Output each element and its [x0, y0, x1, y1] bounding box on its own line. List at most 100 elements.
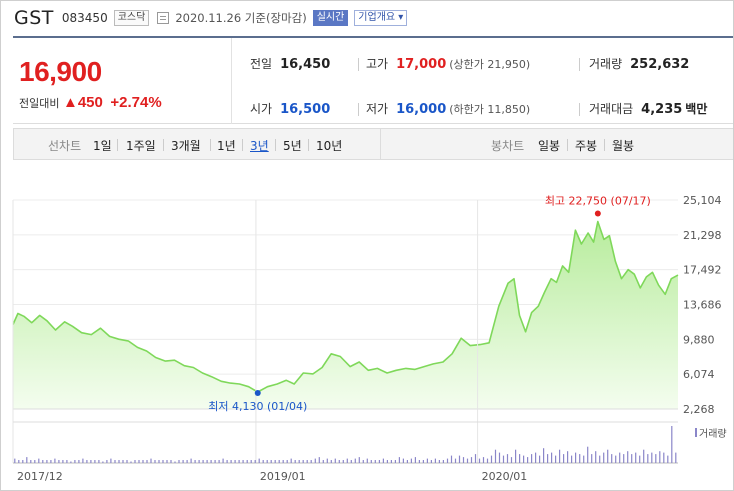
divider: [380, 129, 381, 159]
volume-bar: [82, 458, 84, 463]
stat-value: 252,632: [630, 57, 690, 72]
volume-bar: [210, 460, 212, 463]
min-marker: [254, 389, 261, 396]
candle-chart-label: 봉차트: [491, 139, 525, 153]
change-percent: +2.74%: [110, 94, 162, 111]
divider: [579, 58, 580, 71]
volume-bar: [667, 455, 669, 463]
upper-limit: (상한가 21,950): [449, 58, 531, 71]
volume-bar: [418, 460, 420, 463]
tab-5y[interactable]: 5년: [283, 139, 302, 153]
volume-bar: [222, 458, 224, 463]
stock-header: GST 083450 코스닥 2020.11.26 기준(장마감) 실시간 기업…: [14, 6, 408, 30]
volume-bar: [406, 460, 408, 463]
volume-legend-label: 거래량: [699, 428, 727, 440]
volume-bar: [619, 452, 621, 463]
tab-10y[interactable]: 10년: [316, 139, 343, 153]
volume-bar: [426, 458, 428, 463]
volume-bar: [118, 460, 120, 463]
volume-bar: [294, 460, 296, 463]
volume-bar: [390, 460, 392, 463]
tab-weekly[interactable]: 주봉: [575, 139, 598, 153]
volume-bar: [302, 460, 304, 463]
volume-bar: [198, 460, 200, 463]
stat-label: 저가: [366, 102, 389, 116]
volume-bar: [462, 457, 465, 463]
stat-label: 전일: [250, 57, 273, 71]
realtime-button[interactable]: 실시간: [312, 10, 349, 26]
volume-bar: [382, 458, 384, 463]
volume-bar: [262, 460, 264, 463]
volume-bar: [555, 455, 557, 463]
volume-bar: [70, 461, 72, 463]
tab-3m[interactable]: 3개월: [171, 139, 201, 153]
volume-bar: [286, 460, 288, 463]
volume-bar: [651, 452, 653, 463]
volume-bar: [314, 458, 316, 463]
divider: [358, 103, 359, 116]
max-label: 최고 22,750 (07/17): [545, 195, 651, 208]
calendar-icon: [157, 12, 170, 24]
volume-bar: [470, 457, 473, 463]
volume-bar: [474, 454, 477, 463]
volume-bar: [647, 454, 649, 463]
volume-bar: [338, 460, 340, 463]
tab-3y[interactable]: 3년: [250, 139, 269, 153]
base-date: 2020.11.26 기준(장마감): [175, 11, 307, 25]
stat-low: 저가 16,000 (하한가 11,850): [366, 100, 530, 117]
y-tick-label: 13,686: [683, 299, 722, 312]
tab-daily[interactable]: 일봉: [538, 139, 561, 153]
volume-bar: [182, 460, 184, 463]
volume-bar: [322, 460, 324, 463]
volume-bar: [38, 458, 40, 463]
volume-bar: [298, 460, 300, 463]
volume-bar: [246, 460, 248, 463]
volume-bar: [635, 452, 637, 463]
volume-bar: [623, 454, 625, 463]
tab-1w[interactable]: 1주일: [126, 139, 156, 153]
volume-bar: [539, 455, 541, 463]
divider: [163, 139, 164, 151]
volume-bar: [58, 460, 60, 463]
volume-bar: [410, 458, 412, 463]
y-tick-label: 6,074: [683, 368, 715, 381]
volume-bar: [567, 451, 569, 463]
x-tick-label: 2019/01: [260, 470, 306, 483]
company-info-dropdown[interactable]: 기업개요 ▾: [354, 10, 408, 26]
volume-bar: [242, 460, 244, 463]
volume-bar: [631, 454, 633, 463]
volume-bar: [551, 452, 553, 463]
volume-bar: [615, 455, 617, 463]
stat-volume: 거래량 252,632: [589, 55, 689, 72]
volume-bar: [442, 460, 444, 463]
volume-bar: [370, 460, 372, 463]
y-tick-label: 25,104: [683, 194, 722, 207]
volume-bar: [458, 455, 461, 463]
tab-1d[interactable]: 1일: [93, 139, 112, 153]
volume-bar: [502, 455, 505, 463]
volume-bar: [571, 455, 573, 463]
volume-bar: [90, 460, 92, 463]
volume-bar: [659, 451, 661, 463]
volume-bar: [506, 454, 509, 463]
volume-bar: [422, 460, 424, 463]
tab-1y[interactable]: 1년: [217, 139, 236, 153]
volume-bar: [142, 460, 144, 463]
stat-label: 거래량: [589, 57, 623, 71]
volume-bar: [162, 460, 164, 463]
stat-label: 거래대금: [589, 102, 634, 116]
price-chart: 25,104 21,298 17,492 13,686 9,880 6,074 2,268 2…: [12, 194, 727, 483]
volume-bar: [374, 460, 376, 463]
volume-bar: [134, 460, 136, 463]
volume-bar: [186, 460, 188, 463]
stat-value: 4,235: [641, 102, 683, 117]
volume-bar: [434, 458, 436, 463]
volume-bar: [490, 455, 493, 463]
volume-bar: [587, 446, 589, 463]
volume-bar: [543, 448, 545, 463]
stat-label: 시가: [250, 102, 273, 116]
volume-bar: [515, 449, 517, 463]
volume-bar: [62, 460, 64, 463]
tab-monthly[interactable]: 월봉: [612, 139, 635, 153]
volume-bar: [174, 461, 176, 463]
